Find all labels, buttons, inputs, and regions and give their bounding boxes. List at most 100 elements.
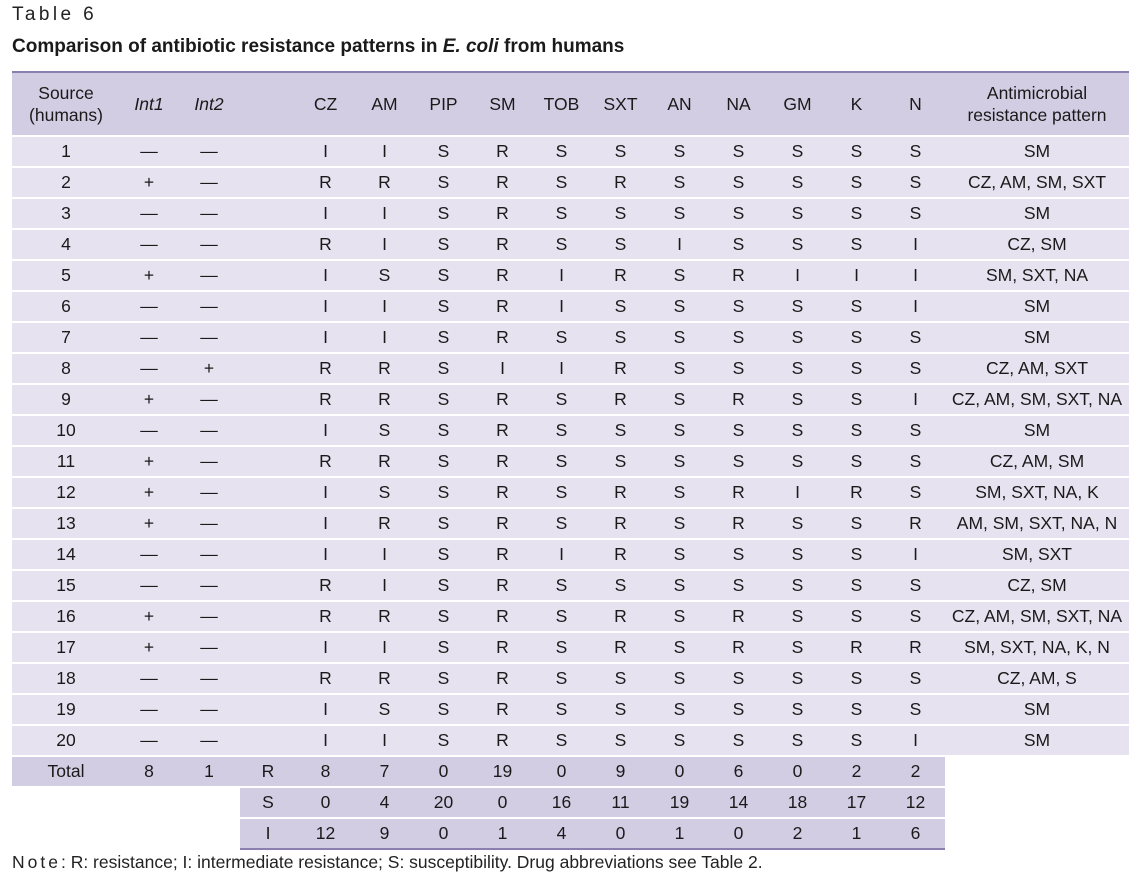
result-cell: I	[296, 321, 355, 353]
empty-cell	[120, 786, 178, 818]
result-cell: S	[768, 662, 827, 694]
int2-cell: —	[178, 476, 240, 508]
int1-cell: —	[120, 352, 178, 384]
result-cell: R	[591, 383, 650, 415]
header-drug: NA	[709, 71, 768, 136]
result-cell: I	[886, 259, 945, 291]
result-cell: I	[886, 724, 945, 756]
result-cell: S	[591, 693, 650, 725]
spacer-cell	[240, 476, 296, 508]
total-value: 12	[886, 786, 945, 818]
result-cell: S	[414, 228, 473, 260]
total-value: 14	[709, 786, 768, 818]
int1-cell: —	[120, 321, 178, 353]
result-cell: I	[886, 228, 945, 260]
int1-cell: —	[120, 135, 178, 167]
source-cell: 12	[12, 476, 120, 508]
total-value: 2	[827, 755, 886, 787]
result-cell: S	[591, 228, 650, 260]
header-drug: AN	[650, 71, 709, 136]
int2-cell: —	[178, 197, 240, 229]
total-value: 1	[473, 817, 532, 850]
source-cell: 14	[12, 538, 120, 570]
result-cell: I	[296, 693, 355, 725]
result-cell: S	[886, 693, 945, 725]
note-text: : R: resistance; I: intermediate resista…	[60, 852, 763, 872]
table-row: 15— — R I S R S S S S S S S CZ, SM	[12, 569, 1129, 601]
result-cell: R	[473, 197, 532, 229]
int1-cell: +	[120, 631, 178, 663]
result-cell: S	[414, 600, 473, 632]
result-cell: S	[827, 321, 886, 353]
title-organism: E. coli	[442, 36, 499, 57]
result-cell: S	[827, 197, 886, 229]
result-cell: S	[709, 662, 768, 694]
result-cell: R	[473, 383, 532, 415]
result-cell: S	[768, 197, 827, 229]
result-cell: R	[473, 321, 532, 353]
result-cell: R	[473, 538, 532, 570]
pattern-cell: SM	[945, 724, 1129, 756]
result-cell: R	[296, 600, 355, 632]
pattern-cell: SM, SXT, NA, K	[945, 476, 1129, 508]
result-cell: S	[886, 321, 945, 353]
table-row: 9 + — R R S R S R S R S S I CZ, AM, SM, SXT, NA	[12, 383, 1129, 415]
result-cell: S	[709, 228, 768, 260]
result-cell: I	[355, 631, 414, 663]
result-cell: I	[296, 538, 355, 570]
result-cell: R	[355, 662, 414, 694]
pattern-cell: SM, SXT	[945, 538, 1129, 570]
result-cell: S	[532, 197, 591, 229]
table-row: 16 + — R R S R S R S R S S S CZ, AM, SM, SXT, NA	[12, 600, 1129, 632]
result-cell: S	[650, 569, 709, 601]
pattern-cell: CZ, AM, SM, SXT, NA	[945, 600, 1129, 632]
result-cell: R	[709, 476, 768, 508]
source-cell: 2	[12, 166, 120, 198]
result-cell: I	[768, 259, 827, 291]
spacer-cell	[240, 166, 296, 198]
result-cell: I	[886, 383, 945, 415]
header-drug: CZ	[296, 71, 355, 136]
result-cell: S	[532, 600, 591, 632]
source-cell: 8	[12, 352, 120, 384]
result-cell: S	[886, 600, 945, 632]
total-key: R	[240, 755, 296, 787]
result-cell: R	[473, 724, 532, 756]
int1-cell: —	[120, 693, 178, 725]
result-cell: I	[296, 290, 355, 322]
result-cell: S	[650, 724, 709, 756]
result-cell: S	[414, 166, 473, 198]
result-cell: I	[532, 538, 591, 570]
spacer-cell	[240, 352, 296, 384]
result-cell: S	[768, 693, 827, 725]
result-cell: S	[768, 631, 827, 663]
spacer-cell	[240, 662, 296, 694]
result-cell: S	[650, 662, 709, 694]
table-row: 14— — I I S R I R S S S S I SM, SXT	[12, 538, 1129, 570]
result-cell: S	[414, 197, 473, 229]
result-cell: I	[296, 631, 355, 663]
result-cell: S	[414, 352, 473, 384]
result-cell: S	[532, 383, 591, 415]
source-cell: 9	[12, 383, 120, 415]
total-key: I	[240, 817, 296, 850]
result-cell: I	[532, 290, 591, 322]
empty-cell	[178, 817, 240, 849]
source-cell: 17	[12, 631, 120, 663]
result-cell: S	[827, 228, 886, 260]
result-cell: I	[355, 569, 414, 601]
result-cell: S	[768, 507, 827, 539]
result-cell: S	[650, 414, 709, 446]
int2-cell: —	[178, 631, 240, 663]
int2-cell: —	[178, 445, 240, 477]
total-value: 0	[414, 817, 473, 850]
result-cell: S	[768, 414, 827, 446]
header-int1: Int1	[120, 71, 178, 136]
table-row: 3— — I I S R S S S S S S S SM	[12, 197, 1129, 229]
result-cell: R	[296, 228, 355, 260]
result-cell: S	[414, 290, 473, 322]
source-cell: 1	[12, 135, 120, 167]
result-cell: S	[532, 724, 591, 756]
result-cell: S	[886, 352, 945, 384]
result-cell: S	[591, 197, 650, 229]
